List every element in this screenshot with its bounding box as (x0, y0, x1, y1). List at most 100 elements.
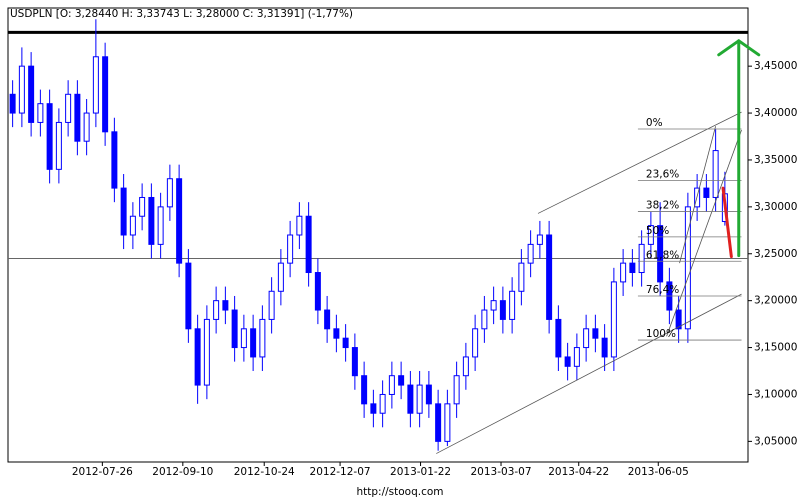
candle-body (185, 262, 192, 330)
x-tick-label: 2012-10-24 (234, 466, 295, 478)
x-tick-label: 2013-01-22 (390, 466, 451, 478)
fib-label: 61,8% (646, 249, 679, 261)
candle-body (213, 300, 220, 320)
candle-body (139, 196, 146, 217)
candle-body (83, 112, 90, 142)
candle-body (296, 215, 303, 236)
candle-body (509, 290, 516, 320)
candle-body (712, 150, 719, 198)
candle-body (28, 65, 35, 123)
candle-body (536, 234, 543, 245)
candle-body (573, 347, 580, 367)
y-tick-label: 3,25000 (754, 248, 797, 260)
candle-body (314, 272, 321, 311)
candle-body (472, 328, 479, 358)
candle-body (148, 196, 155, 245)
candle-body (92, 56, 99, 114)
candle-body (610, 281, 617, 358)
x-tick-label: 2012-09-10 (152, 466, 213, 478)
fib-label: 50% (646, 225, 669, 237)
candle-body (129, 215, 136, 236)
candle-body (277, 262, 284, 292)
candle-body (481, 309, 488, 330)
candle-body (518, 262, 525, 292)
candle-body (684, 206, 691, 330)
y-tick-label: 3,30000 (754, 201, 797, 213)
candle-body (268, 290, 275, 320)
candle-body (65, 93, 72, 123)
candle-body (435, 403, 442, 442)
candle-body (166, 178, 173, 208)
candle-body (111, 131, 118, 189)
arrow-head (717, 38, 761, 57)
candle-body (333, 328, 340, 339)
candle-body (564, 356, 571, 367)
candle-body (638, 243, 645, 274)
candle-body (203, 318, 210, 386)
candle-body (9, 93, 16, 114)
candle-body (250, 328, 257, 358)
x-tick-label: 2012-12-07 (310, 466, 371, 478)
candle-body (46, 103, 53, 170)
source-link[interactable]: http://stooq.com (356, 486, 443, 498)
y-tick-label: 3,15000 (754, 342, 797, 354)
candle-body (453, 375, 460, 405)
x-tick-label: 2013-04-22 (548, 466, 609, 478)
candle-body (583, 328, 590, 349)
candle-body (657, 225, 664, 283)
y-tick-label: 3,35000 (754, 154, 797, 166)
trend-line (436, 293, 742, 454)
chart-title: USDPLN [O: 3,28440 H: 3,33743 L: 3,28000… (10, 8, 353, 20)
candle-body (527, 243, 534, 264)
fib-label: 76,4% (646, 284, 679, 296)
candle-body (620, 262, 627, 283)
x-tick-label: 2013-03-07 (471, 466, 532, 478)
x-tick-label: 2013-06-05 (628, 466, 689, 478)
candle-body (490, 300, 497, 311)
candle-body (157, 206, 164, 245)
candle-body (351, 347, 358, 377)
y-tick-label: 3,40000 (754, 107, 797, 119)
trend-line (666, 129, 742, 337)
candle-body (222, 300, 229, 311)
candle-body (176, 178, 183, 264)
fib-label: 23,6% (646, 169, 679, 181)
candle-body (361, 375, 368, 405)
candle-body (74, 93, 81, 142)
trend-line (679, 126, 717, 264)
fib-label: 38,2% (646, 200, 679, 212)
candle-body (629, 262, 636, 274)
candle-body (388, 375, 395, 395)
candle-body (425, 384, 432, 405)
fib-label: 100% (646, 328, 676, 340)
y-tick-label: 3,20000 (754, 295, 797, 307)
candle-body (342, 337, 349, 349)
candle-body (194, 328, 201, 386)
candle-body (240, 328, 247, 349)
candle-body (231, 309, 238, 349)
candle-body (370, 403, 377, 414)
y-tick-label: 3,05000 (754, 435, 797, 447)
candle-body (379, 393, 386, 414)
candle-body (499, 300, 506, 320)
candle-body (462, 356, 469, 377)
arrow (721, 186, 733, 259)
y-tick-label: 3,45000 (754, 60, 797, 72)
candle-body (546, 234, 553, 320)
candle-body (259, 318, 266, 358)
fib-label: 0% (646, 117, 663, 129)
candle-body (398, 375, 405, 386)
plot-frame (7, 7, 749, 463)
candle-body (703, 187, 710, 198)
candle-body (37, 103, 44, 123)
candle-body (102, 56, 109, 133)
candle-body (55, 121, 62, 170)
candle-body (647, 225, 654, 245)
candle-body (305, 215, 312, 274)
candle-body (287, 234, 294, 264)
candle-body (592, 328, 599, 339)
candle-body (555, 318, 562, 358)
y-tick-label: 3,10000 (754, 388, 797, 400)
candle-body (675, 309, 682, 330)
